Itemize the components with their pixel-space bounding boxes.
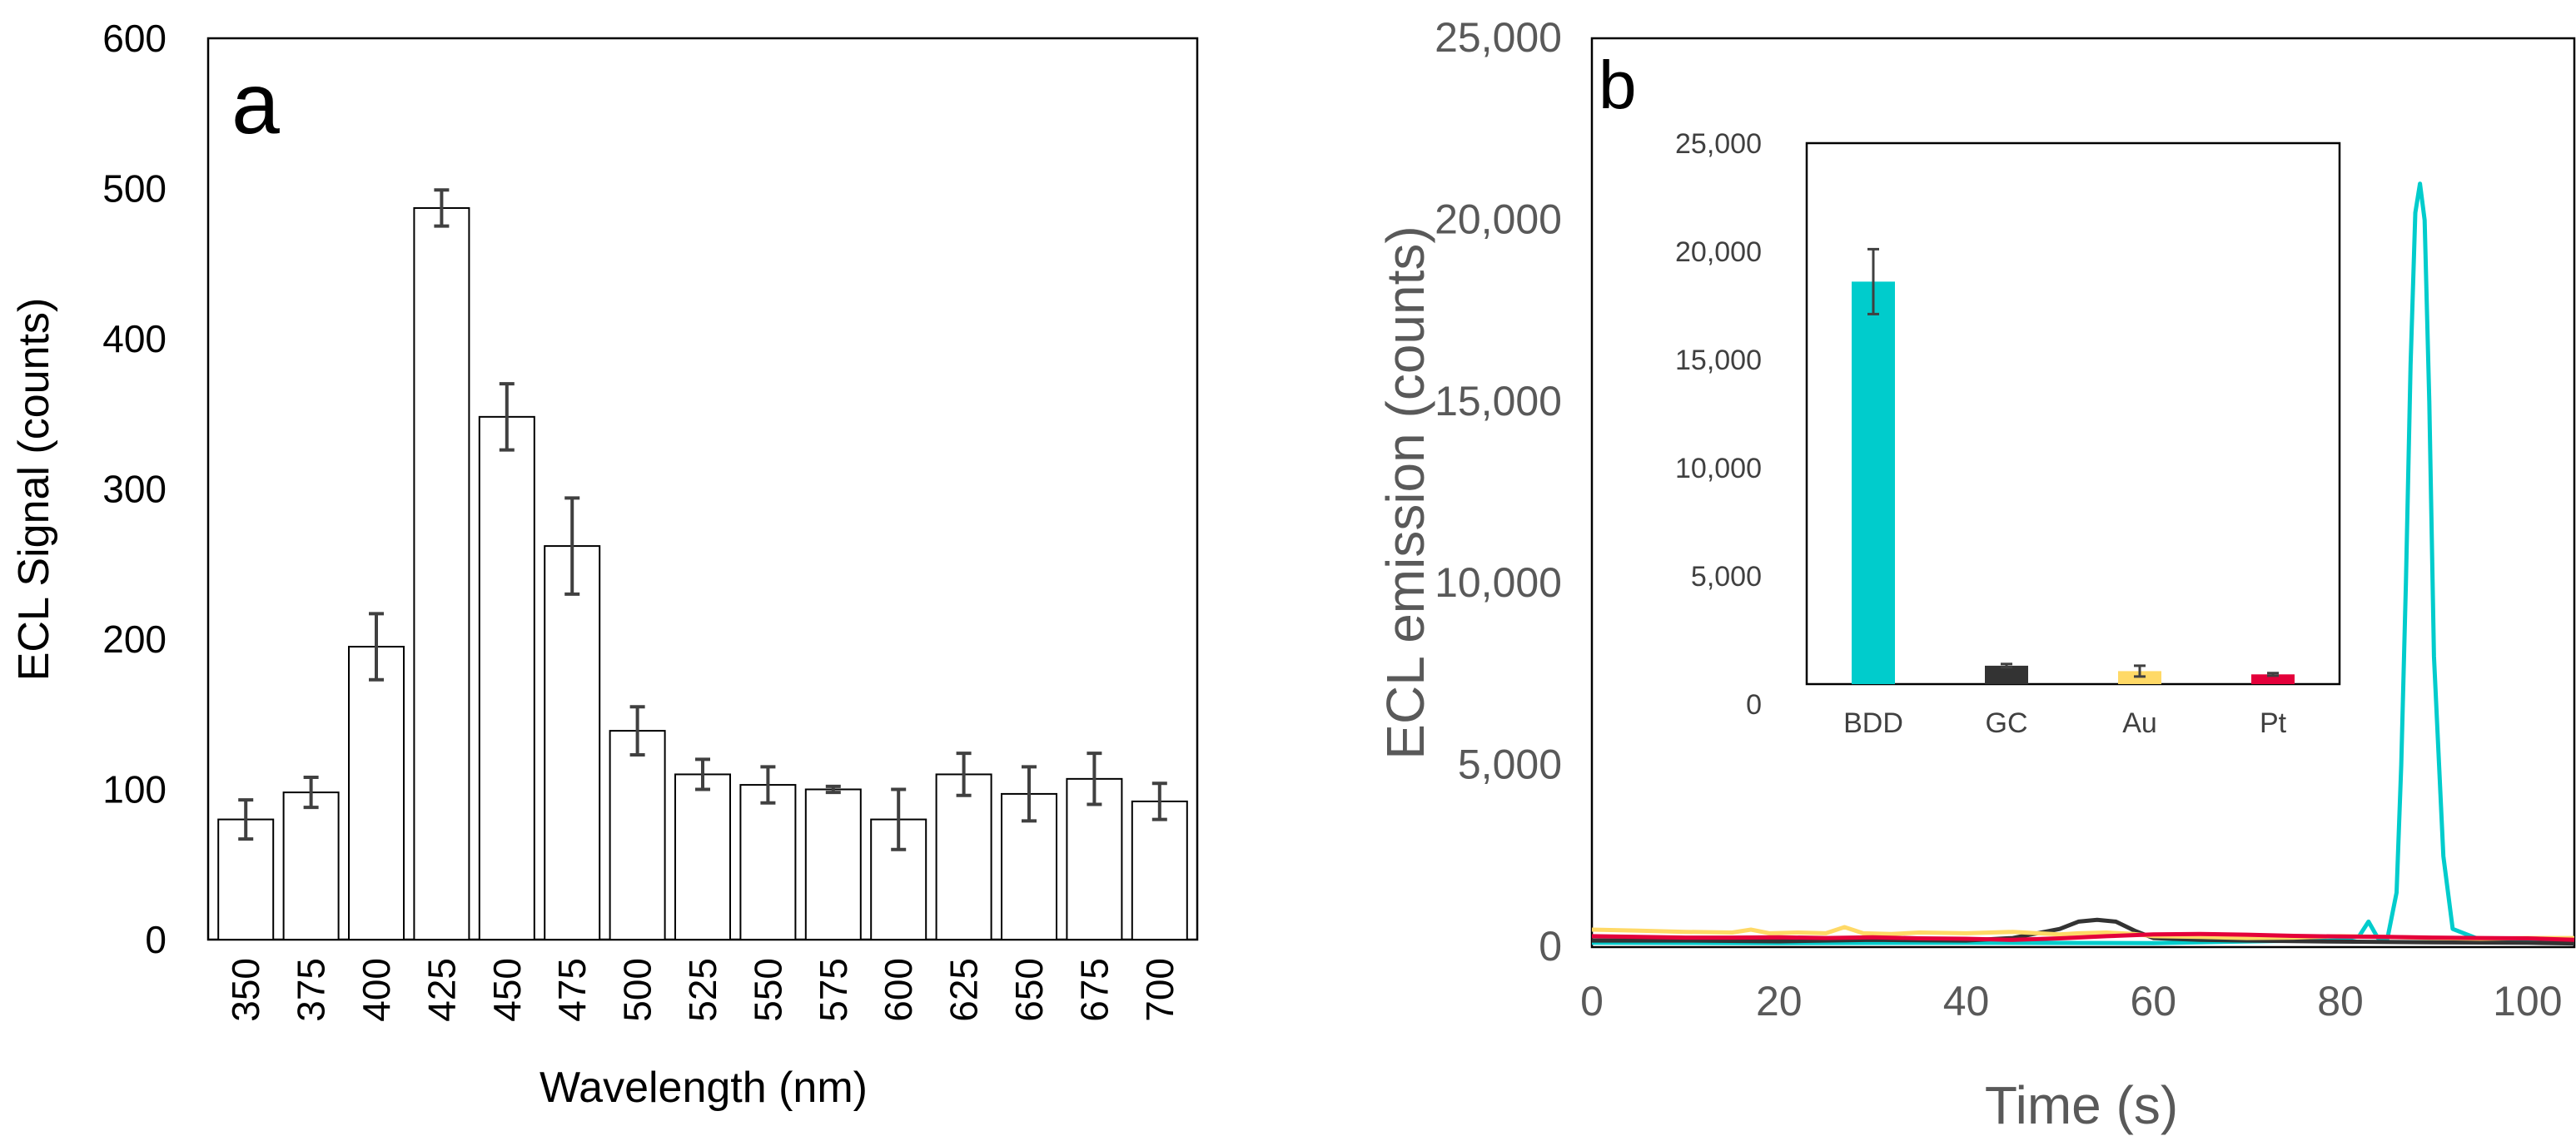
inset-error-bar	[2134, 664, 2146, 678]
panel-a-error-bar	[303, 776, 319, 810]
panel-a-x-tick-label: 625	[942, 958, 986, 1022]
panel-a-x-tick-label: 450	[485, 958, 529, 1022]
panel-a-error-bar	[1087, 752, 1102, 806]
panel-a-error-bar	[1151, 781, 1167, 821]
panel-b-x-tick-label: 100	[2493, 978, 2562, 1024]
panel-b-y-axis-label: ECL emission (counts)	[1375, 226, 1435, 759]
panel-a-y-tick-label: 300	[102, 468, 167, 511]
panel-a-bar-chart: a 0 100 200 300 400 500 600 350 375 400 425 450 475…	[10, 17, 1199, 1112]
panel-a-error-bar	[434, 188, 450, 228]
panel-b-y-tick-label: 10,000	[1435, 559, 1562, 606]
panel-a-y-tick-label: 600	[102, 17, 167, 60]
panel-a-x-axis-label: Wavelength (nm)	[540, 1064, 868, 1112]
panel-a-error-bar	[369, 612, 384, 682]
panel-b-series-line-gc	[1592, 917, 2575, 946]
panel-a-bar	[804, 788, 862, 940]
panel-b-x-tick-label: 0	[1580, 978, 1604, 1024]
panel-a-y-tick-label: 500	[102, 167, 167, 211]
panel-a-error-bar	[695, 757, 710, 791]
panel-b-label: b	[1599, 47, 1637, 123]
panel-b-x-ticks: 0 20 40 60 80 100	[1580, 978, 2562, 1024]
panel-a-x-tick-label: 675	[1072, 958, 1116, 1022]
panel-a-x-tick-label: 700	[1138, 958, 1181, 1022]
panel-a-x-ticks: 350 375 400 425 450 475 500 525 550 575 600 625 650 6…	[224, 958, 1181, 1022]
panel-a-bar	[282, 791, 340, 940]
panel-b-x-axis-label: Time (s)	[1985, 1075, 2178, 1135]
panel-a-bar	[413, 206, 470, 940]
panel-a-x-tick-label: 600	[877, 958, 920, 1022]
panel-a-y-tick-label: 200	[102, 618, 167, 661]
inset-y-tick-label: 20,000	[1675, 236, 1762, 268]
panel-a-y-tick-label: 100	[102, 768, 167, 811]
inset-bar-gc	[1985, 665, 2028, 684]
panel-a-y-tick-label: 0	[145, 918, 167, 961]
panel-a-bar	[478, 415, 535, 940]
panel-a-x-tick-label: 525	[681, 958, 724, 1022]
inset-y-ticks: 0 5,000 10,000 15,000 20,000 25,000	[1675, 128, 1762, 721]
panel-a-label: a	[231, 56, 280, 152]
panel-a-x-tick-label: 550	[746, 958, 789, 1022]
inset-y-tick-label: 0	[1746, 689, 1762, 721]
panel-b-x-tick-label: 60	[2130, 978, 2176, 1024]
panel-a-error-bar	[499, 382, 515, 452]
panel-a-y-ticks: 0 100 200 300 400 500 600	[102, 17, 167, 961]
panel-b-y-tick-label: 5,000	[1458, 742, 1562, 788]
panel-a-error-bar	[238, 798, 254, 841]
panel-b-y-tick-label: 25,000	[1435, 14, 1562, 61]
panel-a-bar	[609, 730, 666, 940]
inset-bar-pt	[2251, 674, 2295, 684]
inset-x-tick-label: GC	[1986, 707, 2028, 739]
panel-b-series-lines	[1591, 181, 2575, 946]
panel-b-line-chart: b 0 5,000 10,000 15,000 20,000 25,000 0 20 40 60…	[1375, 14, 2576, 1135]
panel-a-x-tick-label: 400	[355, 958, 398, 1022]
inset-error-bar	[1867, 247, 1879, 315]
inset-x-tick-label: Pt	[2260, 707, 2287, 739]
panel-b-x-tick-label: 20	[1756, 978, 1803, 1024]
inset-bars	[1852, 247, 2295, 684]
panel-a-y-axis-label: ECL Signal (counts)	[10, 298, 58, 682]
panel-a-x-tick-label: 650	[1007, 958, 1051, 1022]
inset-x-ticks: BDD GC Au Pt	[1843, 707, 2287, 739]
panel-b-x-tick-label: 40	[1943, 978, 1990, 1024]
inset-x-tick-label: BDD	[1843, 707, 1903, 739]
panel-a-error-bar	[891, 787, 907, 851]
panel-a-x-tick-label: 375	[290, 958, 333, 1022]
panel-a-x-tick-label: 475	[550, 958, 594, 1022]
panel-a-bar	[544, 545, 601, 941]
panel-a-error-bar	[760, 765, 776, 805]
panel-a-error-bar	[825, 784, 841, 795]
panel-a-bar	[348, 646, 405, 941]
panel-b-series-line-pt	[1591, 931, 2575, 942]
panel-a-error-bar	[956, 752, 972, 797]
panel-a-x-tick-label: 500	[616, 958, 659, 1022]
panel-b-y-tick-label: 15,000	[1435, 378, 1562, 424]
inset-y-tick-label: 15,000	[1675, 345, 1762, 376]
panel-b-y-tick-label: 0	[1539, 923, 1562, 970]
panel-a-error-bar	[564, 496, 580, 596]
panel-b-plot-frame	[1590, 37, 2576, 949]
panel-a-x-tick-label: 350	[224, 958, 267, 1022]
inset-bar-bdd	[1852, 281, 1895, 684]
inset-plot-frame	[1805, 141, 2341, 686]
inset-error-bar	[2267, 672, 2279, 677]
panel-b-x-tick-label: 80	[2317, 978, 2364, 1024]
inset-y-tick-label: 5,000	[1691, 561, 1762, 593]
panel-a-bar	[935, 773, 992, 941]
panel-a-bar	[674, 773, 731, 941]
panel-a-x-tick-label: 425	[420, 958, 463, 1022]
panel-a-bar	[1131, 800, 1188, 940]
panel-a-bars	[217, 188, 1188, 941]
panel-a-x-tick-label: 575	[812, 958, 855, 1022]
panel-a-bar	[739, 784, 797, 941]
inset-y-tick-label: 25,000	[1675, 128, 1762, 160]
panel-b-y-ticks: 0 5,000 10,000 15,000 20,000 25,000	[1435, 14, 1562, 970]
panel-b-y-tick-label: 20,000	[1435, 196, 1562, 242]
panel-a-error-bar	[629, 705, 645, 757]
panel-a-error-bar	[1022, 765, 1037, 823]
inset-error-bar	[2001, 662, 2012, 669]
panel-a-y-tick-label: 400	[102, 317, 167, 360]
inset-y-tick-label: 10,000	[1675, 453, 1762, 484]
inset-x-tick-label: Au	[2122, 707, 2157, 739]
